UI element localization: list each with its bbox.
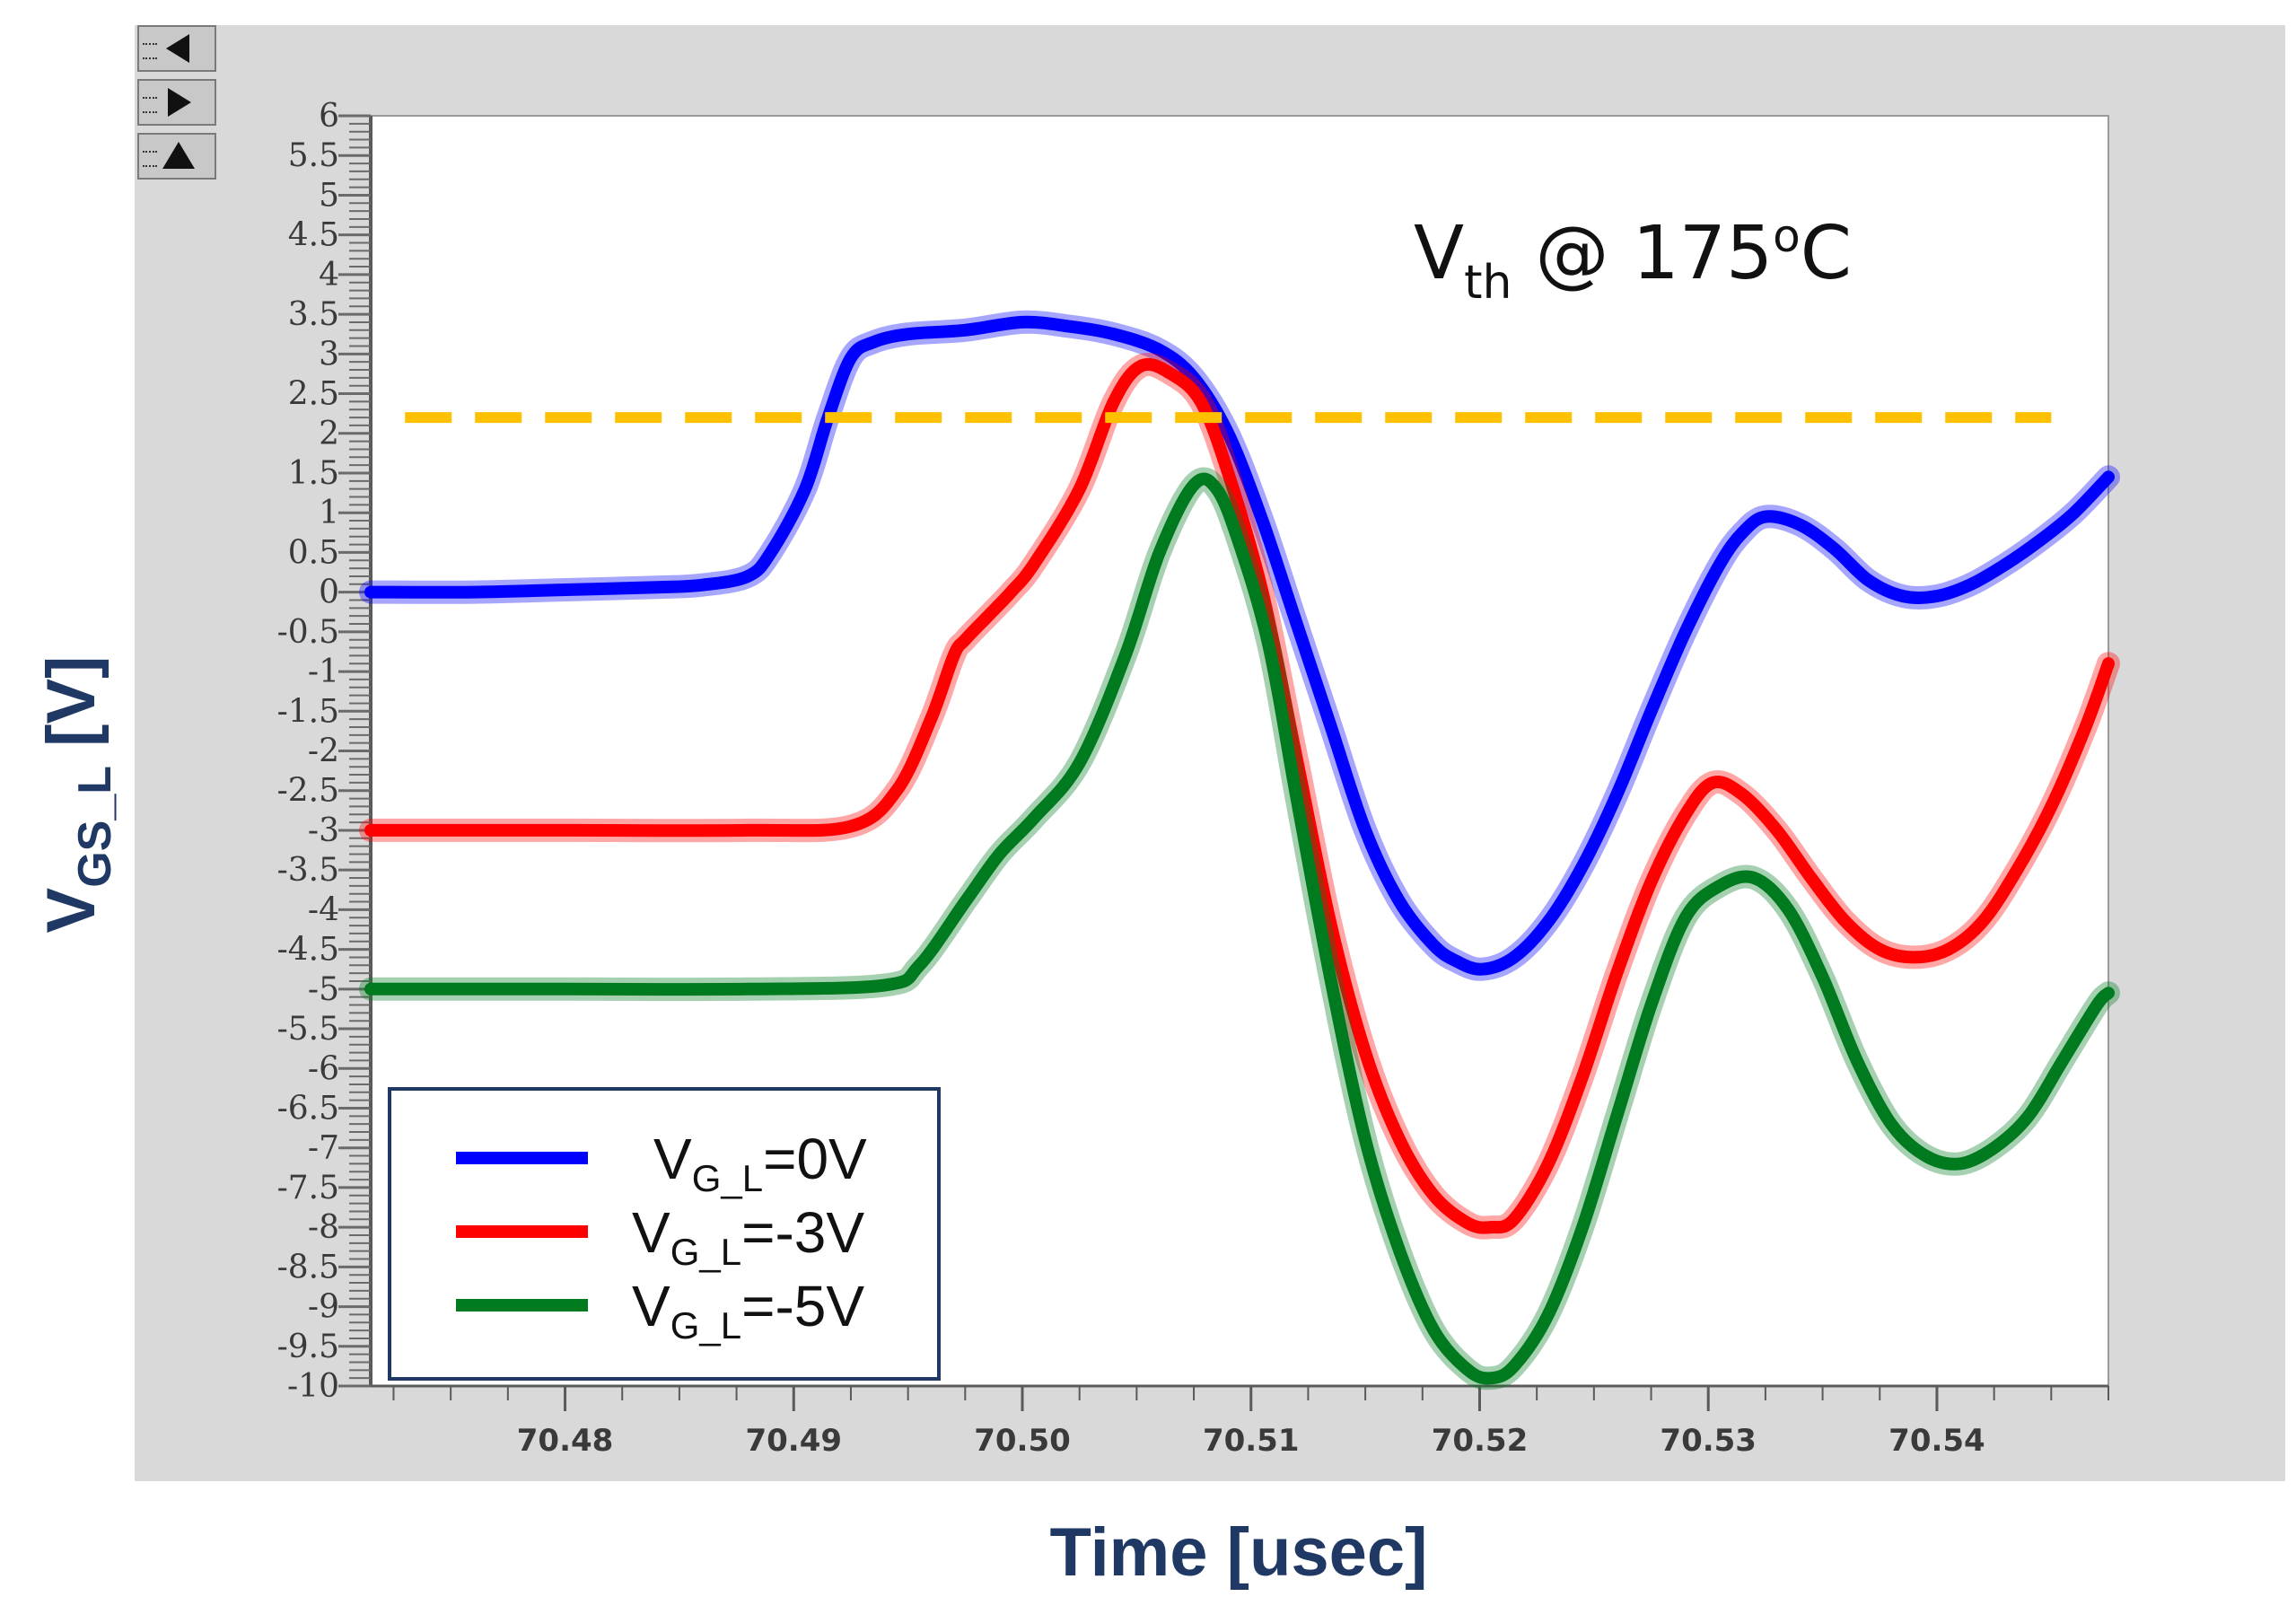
legend-label-0: VG_L=0V xyxy=(653,1127,867,1199)
y-tick-label: -2.5 xyxy=(277,773,339,810)
legend-label-1: VG_L=-3V xyxy=(632,1200,864,1273)
y-tick-label: -8.5 xyxy=(277,1249,339,1285)
y-tick-label: -10 xyxy=(287,1368,339,1405)
y-tick-label: 2.5 xyxy=(288,376,339,413)
scroll-up-button[interactable] xyxy=(137,133,216,180)
y-tick-label: -0.5 xyxy=(277,614,339,651)
y-tick-label: 6 xyxy=(319,98,339,135)
y-tick-label: 0 xyxy=(319,575,339,611)
legend: VG_L=0V VG_L=-3V VG_L=-5V xyxy=(388,1087,941,1381)
y-axis-ruler: 65.554.543.532.521.510.5 0-0.5-1-1.5-2-2.… xyxy=(277,98,372,1405)
x-axis: 70.48 70.49 70.50 70.51 70.52 70.53 70.54 xyxy=(371,1384,2109,1459)
y-tick-label: -7 xyxy=(308,1130,339,1167)
y-tick-label: 5.5 xyxy=(288,137,339,174)
x-axis-label: Time [usec] xyxy=(1050,1514,1428,1591)
y-tick-label: 2 xyxy=(319,416,339,452)
y-tick-label: -8 xyxy=(308,1209,339,1246)
grip-dots-icon xyxy=(143,97,157,113)
y-tick-label: -2 xyxy=(308,733,339,770)
legend-label-2: VG_L=-5V xyxy=(632,1274,864,1347)
y-tick-label: 1.5 xyxy=(288,455,339,492)
y-tick-label: -6.5 xyxy=(277,1090,339,1127)
y-tick-label: 0.5 xyxy=(288,534,339,571)
y-tick-label: -4 xyxy=(308,891,339,928)
y-tick-label: 3.5 xyxy=(288,296,339,333)
x-tick-label: 70.49 xyxy=(745,1423,842,1459)
arrow-left-icon xyxy=(166,34,189,63)
y-tick-label: 1 xyxy=(319,495,339,531)
y-tick-label: 4 xyxy=(319,257,339,294)
y-tick-label: -9.5 xyxy=(277,1329,339,1365)
grip-dots-icon xyxy=(143,151,157,167)
y-tick-label: -7.5 xyxy=(277,1170,339,1206)
y-tick-label: 3 xyxy=(319,336,339,373)
y-tick-label: -1 xyxy=(308,654,339,690)
vth-annotation: Vth @ 175oC xyxy=(1414,210,1852,310)
y-tick-label: 5 xyxy=(319,177,339,214)
scroll-left-button[interactable] xyxy=(137,25,216,72)
y-tick-label: -9 xyxy=(308,1289,339,1326)
x-tick-label: 70.53 xyxy=(1660,1423,1757,1459)
series-line-2 xyxy=(364,472,2115,1385)
x-tick-label: 70.54 xyxy=(1889,1423,1985,1459)
series-layer xyxy=(359,310,2120,1391)
x-tick-label: 70.52 xyxy=(1432,1423,1529,1459)
scroll-right-button[interactable] xyxy=(137,79,216,126)
y-tick-label: -5.5 xyxy=(277,1011,339,1048)
x-tick-label: 70.51 xyxy=(1203,1423,1300,1459)
y-tick-label: -3 xyxy=(308,812,339,849)
arrow-right-icon xyxy=(168,88,191,117)
y-tick-label: -5 xyxy=(308,971,339,1008)
y-tick-label: 4.5 xyxy=(288,217,339,254)
y-tick-label: -3.5 xyxy=(277,852,339,889)
grip-dots-icon xyxy=(143,43,157,59)
y-tick-label: -6 xyxy=(308,1050,339,1087)
y-axis-label: VGS_L [V] xyxy=(33,656,121,934)
arrow-up-icon xyxy=(162,142,195,169)
y-tick-label: -4.5 xyxy=(277,932,339,969)
series-line-1 xyxy=(364,357,2115,1234)
x-tick-label: 70.50 xyxy=(974,1423,1071,1459)
series-line-0 xyxy=(364,315,2115,976)
y-tick-label: -1.5 xyxy=(277,693,339,730)
x-tick-label: 70.48 xyxy=(517,1423,614,1459)
